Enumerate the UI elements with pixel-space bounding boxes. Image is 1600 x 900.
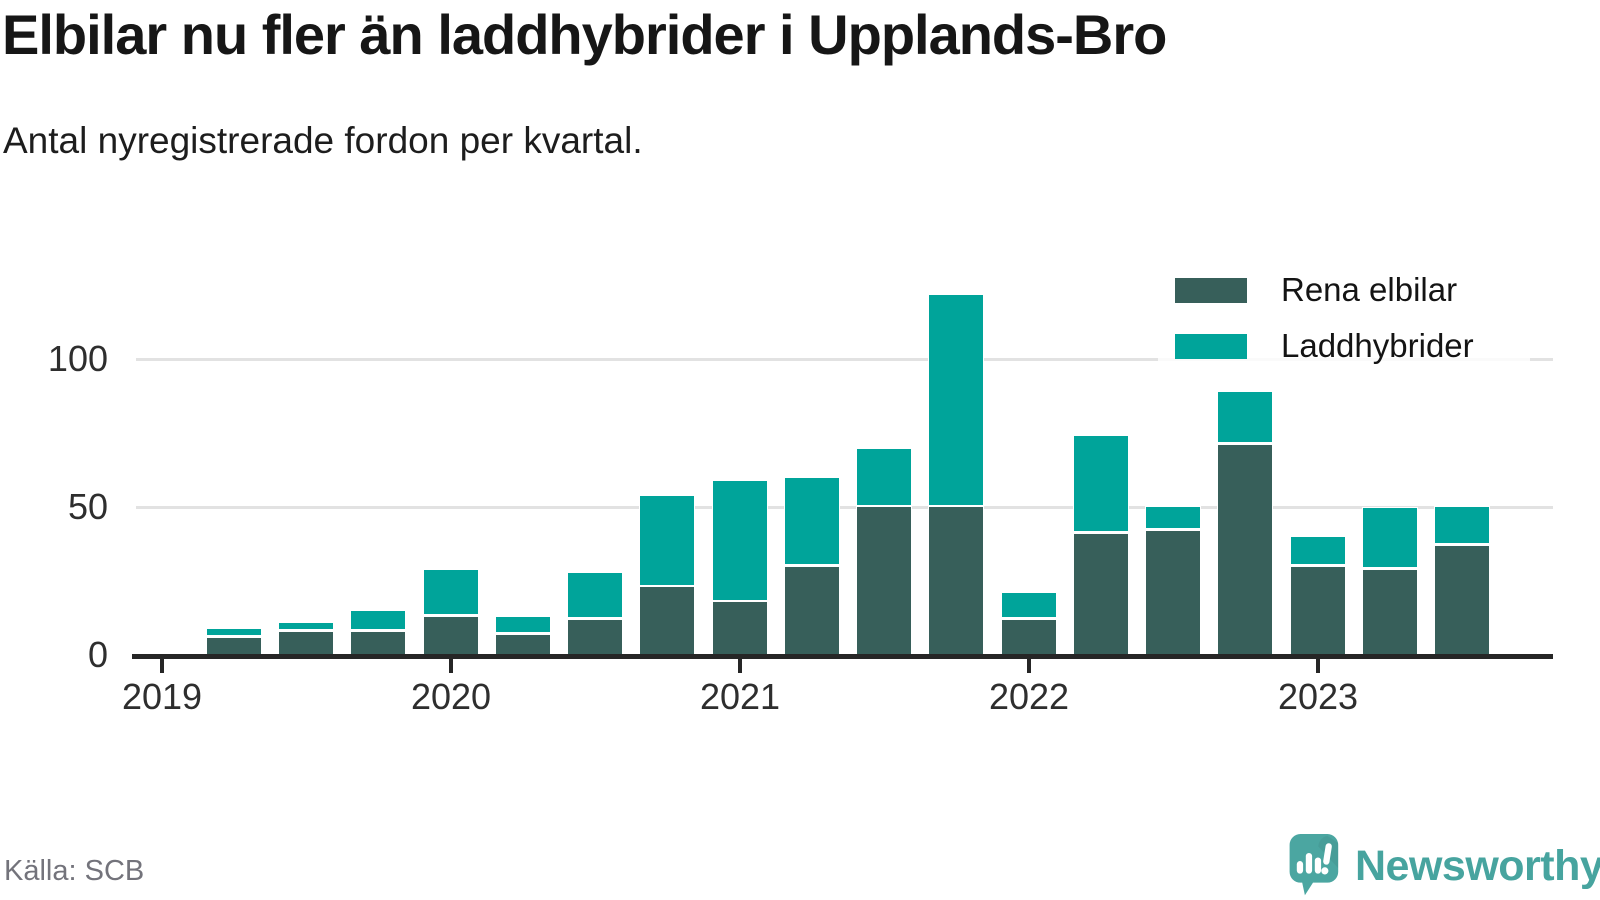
x-axis-tick (1027, 659, 1031, 673)
bar-segment-elbilar (422, 616, 479, 654)
bar-segment-elbilar (856, 506, 912, 654)
legend-item-laddhybrider: Laddhybrider (1158, 322, 1474, 370)
bar-segment-elbilar (783, 566, 840, 654)
x-axis-tick (449, 659, 453, 673)
source-note: Källa: SCB (4, 855, 145, 887)
bar-segment-laddhybrider (567, 572, 623, 618)
bar-segment-elbilar (494, 634, 551, 654)
bar-segment-laddhybrider (278, 622, 334, 630)
bar-segment-laddhybrider (422, 569, 479, 615)
y-axis-tick-label: 50 (67, 486, 108, 527)
legend-swatch-rena-elbilar (1175, 277, 1247, 303)
x-axis-line (132, 654, 1553, 659)
bar-segment-elbilar (1217, 444, 1274, 654)
chart-subtitle: Antal nyregistrerade fordon per kvartal. (3, 120, 643, 161)
bar-segment-elbilar (928, 506, 985, 654)
bar-segment-laddhybrider (205, 628, 262, 636)
y-axis-tick-label: 100 (47, 338, 108, 379)
grid-line (136, 506, 1553, 509)
bar-segment-laddhybrider (856, 448, 912, 506)
bar-segment-laddhybrider (1072, 435, 1129, 532)
bar-segment-laddhybrider (1434, 506, 1490, 544)
x-axis-tick-label: 2019 (121, 676, 203, 717)
bar-segment-laddhybrider (711, 480, 768, 601)
bar-segment-laddhybrider (639, 495, 696, 586)
legend-swatch-laddhybrider (1175, 333, 1247, 359)
bar-segment-laddhybrider (1361, 507, 1418, 568)
legend: Rena elbilar Laddhybrider (1158, 266, 1530, 370)
grid-line (136, 358, 1553, 361)
bar-segment-laddhybrider (1145, 506, 1201, 529)
x-axis-tick-label: 2022 (988, 676, 1070, 717)
x-axis-tick (738, 659, 742, 673)
x-axis-tick-label: 2021 (699, 676, 781, 717)
bar-segment-elbilar (711, 601, 768, 654)
bar-segment-laddhybrider (928, 294, 985, 506)
bar-segment-elbilar (278, 631, 334, 654)
x-axis-tick-label: 2020 (410, 676, 492, 717)
bar-segment-elbilar (205, 637, 262, 654)
x-axis-tick (160, 659, 164, 673)
bar-segment-elbilar (1145, 530, 1201, 654)
bar-segment-laddhybrider (1217, 391, 1274, 443)
brand-logo: Newsworthy (1286, 832, 1600, 900)
legend-label: Rena elbilar (1281, 271, 1458, 308)
legend-item-rena-elbilar: Rena elbilar (1158, 266, 1457, 314)
bar-segment-elbilar (1072, 533, 1129, 654)
chart-title: Elbilar nu fler än laddhybrider i Upplan… (2, 3, 1167, 66)
bar-segment-laddhybrider (1000, 592, 1057, 618)
bar-segment-laddhybrider (1289, 536, 1346, 565)
bar-segment-laddhybrider (350, 610, 407, 630)
brand-name: Newsworthy (1355, 841, 1600, 890)
x-axis-tick (1316, 659, 1320, 673)
bar-segment-laddhybrider (494, 616, 551, 633)
bar-segment-elbilar (1361, 569, 1418, 654)
bar-segment-elbilar (1434, 545, 1490, 654)
y-axis-tick-label: 0 (87, 634, 108, 675)
legend-label: Laddhybrider (1281, 327, 1474, 364)
x-axis-tick-label: 2023 (1277, 676, 1359, 717)
bar-segment-elbilar (639, 586, 696, 654)
bar-segment-elbilar (1000, 619, 1057, 654)
bar-segment-elbilar (350, 631, 407, 654)
bar-segment-laddhybrider (783, 477, 840, 565)
bar-segment-elbilar (1289, 566, 1346, 654)
bar-segment-elbilar (567, 619, 623, 654)
newsworthy-logo-icon (1289, 834, 1339, 896)
